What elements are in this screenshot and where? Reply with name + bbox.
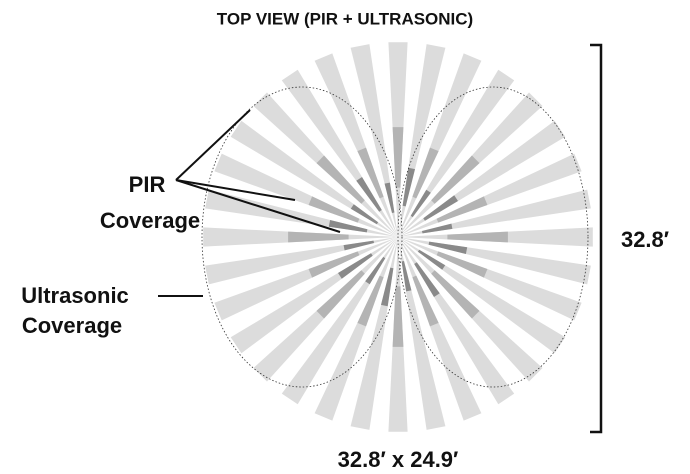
coverage-wedge <box>343 240 374 251</box>
ultrasonic-lobe-right <box>397 86 589 388</box>
coverage-pattern <box>203 42 593 432</box>
coverage-wedge <box>428 241 468 254</box>
coverage-wedge <box>308 251 360 278</box>
coverage-wedge <box>316 270 365 319</box>
coverage-wedge <box>436 196 488 223</box>
leader-line <box>175 179 341 233</box>
coverage-wedge <box>288 231 349 243</box>
leader-line <box>175 179 296 201</box>
coverage-wedge <box>384 182 395 213</box>
coverage-wedge <box>431 270 480 319</box>
coverage-wedge <box>350 204 379 225</box>
coverage-wedge <box>316 155 365 204</box>
coverage-wedge <box>412 275 439 327</box>
area-dimension: 32.8′ x 24.9′ <box>338 447 459 472</box>
pir-label: PIR <box>129 172 166 197</box>
coverage-wedge <box>431 155 480 204</box>
coverage-wedge <box>392 286 404 347</box>
coverage-wedge <box>365 256 386 285</box>
coverage-wedge <box>412 147 439 199</box>
coverage-wedge <box>410 189 431 218</box>
coverage-wedge <box>447 231 508 243</box>
coverage-wedge <box>402 167 415 207</box>
ultrasonic-label: Ultrasonic <box>21 283 129 308</box>
coverage-wedge <box>423 195 458 221</box>
coverage-wedge <box>401 261 412 292</box>
ultrasonic-label: Coverage <box>22 313 122 338</box>
coverage-wedge <box>357 147 384 199</box>
pir-leaders <box>175 109 341 233</box>
bracket <box>590 43 603 434</box>
coverage-wedge <box>392 127 404 188</box>
coverage-wedge <box>328 220 368 233</box>
coverage-wedge <box>422 223 453 234</box>
coverage-wedge <box>356 177 382 212</box>
ultrasonic-lobe-left <box>201 86 403 388</box>
coverage-wedge <box>308 196 360 223</box>
coverage-wedge <box>436 251 488 278</box>
height-dimension: 32.8′ <box>621 227 669 252</box>
pir-label: Coverage <box>100 208 200 233</box>
title: TOP VIEW (PIR + ULTRASONIC) <box>217 9 473 28</box>
coverage-wedge <box>338 253 373 279</box>
leader-line <box>175 109 251 181</box>
coverage-wedge <box>417 249 446 270</box>
coverage-wedge <box>357 275 384 327</box>
dimension-bracket <box>590 43 603 434</box>
coverage-wedge <box>381 267 394 307</box>
coverage-wedge <box>414 262 440 297</box>
